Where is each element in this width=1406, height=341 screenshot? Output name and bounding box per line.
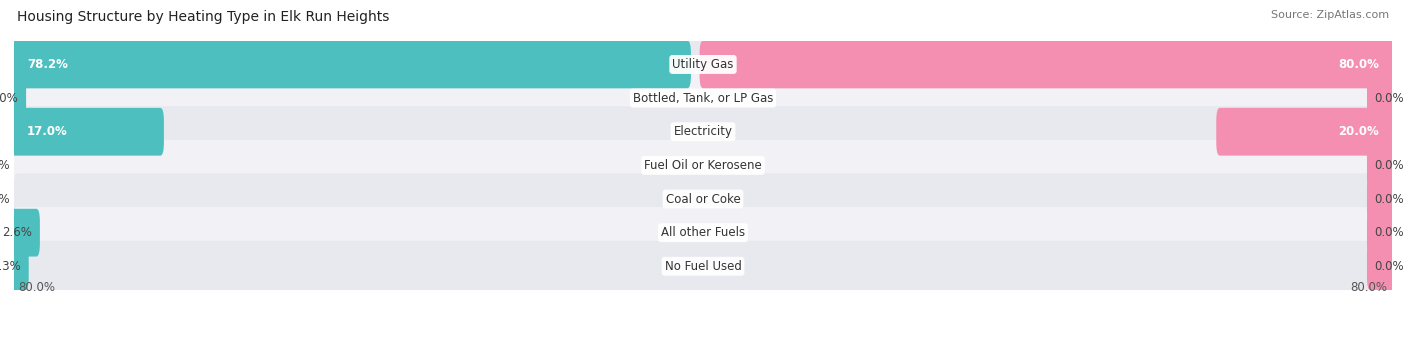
Text: 1.3%: 1.3% [0,260,21,273]
FancyBboxPatch shape [11,108,165,155]
Text: No Fuel Used: No Fuel Used [665,260,741,273]
FancyBboxPatch shape [11,209,39,256]
FancyBboxPatch shape [14,174,1392,225]
Text: 80.0%: 80.0% [1351,281,1388,294]
Text: 80.0%: 80.0% [18,281,55,294]
Text: 0.0%: 0.0% [0,193,10,206]
Text: Source: ZipAtlas.com: Source: ZipAtlas.com [1271,10,1389,20]
Text: 0.0%: 0.0% [1375,159,1405,172]
FancyBboxPatch shape [1367,209,1395,256]
FancyBboxPatch shape [11,242,28,290]
FancyBboxPatch shape [14,140,1392,191]
Text: 78.2%: 78.2% [27,58,67,71]
FancyBboxPatch shape [1367,142,1395,189]
FancyBboxPatch shape [1216,108,1395,155]
Text: Fuel Oil or Kerosene: Fuel Oil or Kerosene [644,159,762,172]
Text: 0.0%: 0.0% [1375,260,1405,273]
Text: 20.0%: 20.0% [1339,125,1379,138]
Text: Utility Gas: Utility Gas [672,58,734,71]
Text: 17.0%: 17.0% [27,125,67,138]
FancyBboxPatch shape [14,241,1392,292]
Text: 0.0%: 0.0% [1375,226,1405,239]
FancyBboxPatch shape [14,39,1392,90]
FancyBboxPatch shape [14,106,1392,157]
Text: Housing Structure by Heating Type in Elk Run Heights: Housing Structure by Heating Type in Elk… [17,10,389,24]
FancyBboxPatch shape [11,41,690,88]
Text: All other Fuels: All other Fuels [661,226,745,239]
FancyBboxPatch shape [14,73,1392,124]
Text: Coal or Coke: Coal or Coke [665,193,741,206]
FancyBboxPatch shape [1367,242,1395,290]
Text: 0.0%: 0.0% [1375,193,1405,206]
FancyBboxPatch shape [14,207,1392,258]
Text: 80.0%: 80.0% [1339,58,1379,71]
FancyBboxPatch shape [1367,175,1395,223]
Text: 1.0%: 1.0% [0,92,18,105]
Text: Bottled, Tank, or LP Gas: Bottled, Tank, or LP Gas [633,92,773,105]
FancyBboxPatch shape [700,41,1395,88]
Text: Electricity: Electricity [673,125,733,138]
Text: 2.6%: 2.6% [3,226,32,239]
FancyBboxPatch shape [1367,74,1395,122]
FancyBboxPatch shape [11,74,27,122]
Text: 0.0%: 0.0% [1375,92,1405,105]
Text: 0.0%: 0.0% [0,159,10,172]
